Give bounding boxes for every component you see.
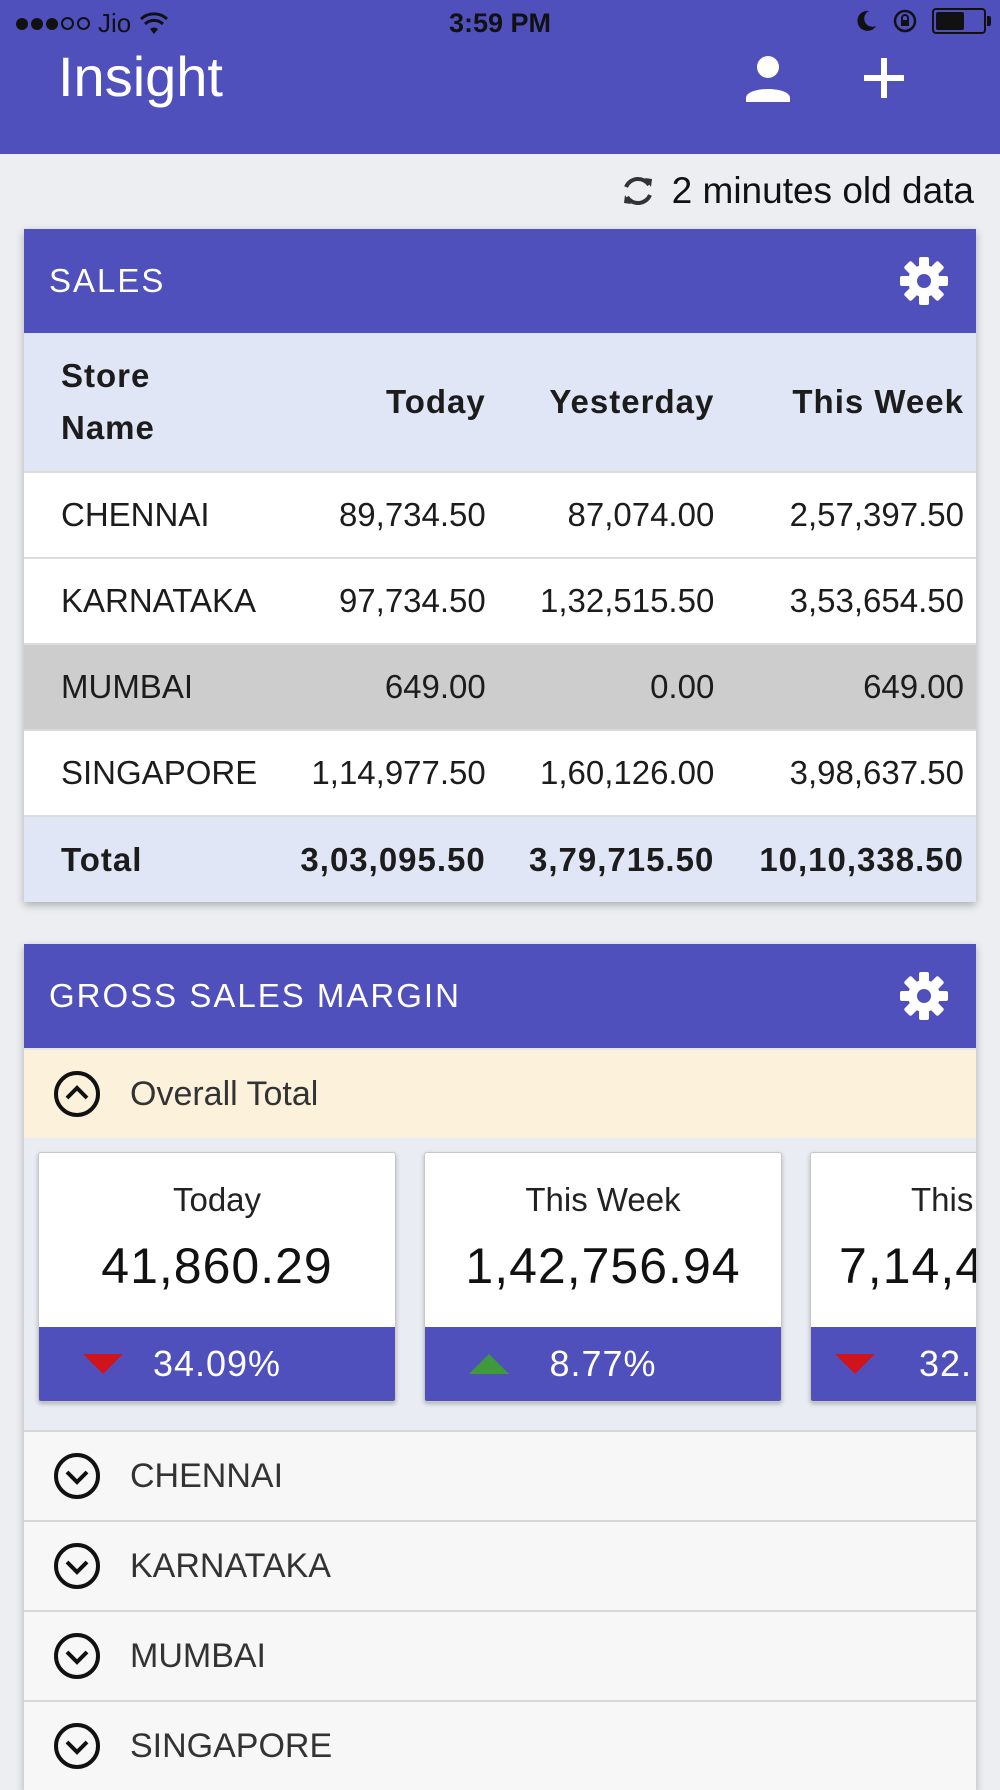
kpi-tile-change: 34.09% <box>152 1343 282 1384</box>
gsm-card-header: GROSS SALES MARGIN <box>24 944 976 1048</box>
sales-table-header: Store Name Today Yesterday This Week <box>24 333 976 472</box>
yesterday-cell: 1,60,126.00 <box>497 729 727 816</box>
sales-card: SALES Store Name Today Yesterday This <box>24 229 976 902</box>
sales-card-header: SALES <box>24 229 976 333</box>
carrier-name: Jio <box>98 8 132 38</box>
store-name-cell: SINGAPORE <box>24 729 270 816</box>
gsm-card: GROSS SALES MARGIN Overall Total To <box>24 944 976 1790</box>
app-title: Insight <box>58 45 223 108</box>
this-week-cell: 3,98,637.50 <box>726 729 976 816</box>
today-cell: 89,734.50 <box>269 471 498 558</box>
kpi-tile-footer: 34.09% <box>39 1327 395 1401</box>
total-yesterday-cell: 3,79,715.50 <box>497 815 727 902</box>
store-name-cell: MUMBAI <box>24 643 270 730</box>
kpi-tile-partial[interactable]: This 7,14,4 32. <box>810 1152 976 1402</box>
person-icon[interactable] <box>740 50 796 106</box>
yesterday-cell: 1,32,515.50 <box>497 557 727 644</box>
kpi-tile-label: Today <box>172 1181 262 1218</box>
trend-up-icon <box>469 1354 509 1374</box>
kpi-tile-label: This Week <box>525 1181 681 1218</box>
today-cell: 649.00 <box>269 643 498 730</box>
app-bar: Jio 3:59 PM Insight <box>0 0 1000 154</box>
gsm-card-title: GROSS SALES MARGIN <box>49 977 461 1014</box>
table-total-row: Total 3,03,095.50 3,79,715.50 10,10,338.… <box>24 815 976 902</box>
column-header-this-week[interactable]: This Week <box>726 333 976 472</box>
wifi-icon <box>140 11 169 34</box>
total-this-week-cell: 10,10,338.50 <box>726 815 976 902</box>
kpi-tile-value: 41,860.29 <box>101 1238 333 1294</box>
kpi-tile-value: 1,42,756.94 <box>465 1238 741 1294</box>
overall-total-toggle[interactable]: Overall Total <box>24 1048 976 1138</box>
sales-table: Store Name Today Yesterday This Week CHE… <box>24 333 976 902</box>
kpi-tile-change: 8.77% <box>549 1343 657 1384</box>
data-age-indicator[interactable]: 2 minutes old data <box>618 170 974 212</box>
total-today-cell: 3,03,095.50 <box>269 815 498 902</box>
column-header-store-name[interactable]: Store Name <box>24 333 270 472</box>
store-name-cell: KARNATAKA <box>24 557 270 644</box>
total-label-cell: Total <box>24 815 270 902</box>
kpi-tile-footer: 32. <box>811 1327 976 1401</box>
status-right <box>854 8 991 34</box>
column-header-today[interactable]: Today <box>269 333 498 472</box>
plus-icon[interactable] <box>856 50 912 106</box>
battery-icon <box>932 8 991 34</box>
this-week-cell: 2,57,397.50 <box>726 471 976 558</box>
kpi-tile-footer: 8.77% <box>425 1327 781 1401</box>
kpi-tile-label: This <box>911 1181 974 1218</box>
trend-down-icon <box>835 1354 875 1374</box>
signal-icon <box>16 17 90 30</box>
today-cell: 97,734.50 <box>269 557 498 644</box>
gear-icon[interactable] <box>898 970 950 1022</box>
refresh-icon[interactable] <box>618 171 658 211</box>
table-row[interactable]: SINGAPORE 1,14,977.50 1,60,126.00 3,98,6… <box>24 729 976 816</box>
this-week-cell: 649.00 <box>726 643 976 730</box>
chevron-up-circle-icon <box>54 1071 100 1117</box>
kpi-tile-value: 7,14,4 <box>839 1238 976 1294</box>
table-row[interactable]: CHENNAI 89,734.50 87,074.00 2,57,397.50 <box>24 471 976 558</box>
column-header-yesterday[interactable]: Yesterday <box>497 333 727 472</box>
rotation-lock-icon <box>893 9 917 33</box>
kpi-tile-this-week[interactable]: This Week 1,42,756.94 8.77% <box>424 1152 782 1402</box>
store-accordion-karnataka[interactable]: KARNATAKA <box>24 1520 976 1610</box>
store-accordion-mumbai[interactable]: MUMBAI <box>24 1610 976 1700</box>
store-accordion-label: CHENNAI <box>130 1456 284 1495</box>
this-week-cell: 3,53,654.50 <box>726 557 976 644</box>
kpi-tile-today[interactable]: Today 41,860.29 34.09% <box>38 1152 396 1402</box>
table-row[interactable]: KARNATAKA 97,734.50 1,32,515.50 3,53,654… <box>24 557 976 644</box>
sales-card-title: SALES <box>49 262 166 299</box>
store-accordion-label: SINGAPORE <box>130 1726 333 1765</box>
table-row-highlighted[interactable]: MUMBAI 649.00 0.00 649.00 <box>24 643 976 730</box>
kpi-tile-change: 32. <box>919 1343 973 1384</box>
gear-icon[interactable] <box>898 255 950 307</box>
chevron-down-circle-icon <box>54 1723 100 1769</box>
data-age-text: 2 minutes old data <box>671 170 974 211</box>
today-cell: 1,14,977.50 <box>269 729 498 816</box>
store-accordion-label: MUMBAI <box>130 1636 266 1675</box>
trend-down-icon <box>83 1354 123 1374</box>
moon-icon <box>857 10 876 31</box>
status-left: Jio <box>16 8 169 39</box>
chevron-down-circle-icon <box>54 1453 100 1499</box>
store-accordion-singapore[interactable]: SINGAPORE <box>24 1700 976 1790</box>
status-bar: Jio 3:59 PM <box>0 0 1000 48</box>
chevron-down-circle-icon <box>54 1543 100 1589</box>
store-accordion-chennai[interactable]: CHENNAI <box>24 1430 976 1520</box>
yesterday-cell: 0.00 <box>497 643 727 730</box>
store-accordion-label: KARNATAKA <box>130 1546 331 1585</box>
status-time: 3:59 PM <box>448 8 552 38</box>
overall-total-label: Overall Total <box>130 1074 319 1113</box>
yesterday-cell: 87,074.00 <box>497 471 727 558</box>
store-name-cell: CHENNAI <box>24 471 270 558</box>
kpi-tiles[interactable]: Today 41,860.29 34.09% This Week 1,42,75… <box>24 1138 976 1430</box>
chevron-down-circle-icon <box>54 1633 100 1679</box>
